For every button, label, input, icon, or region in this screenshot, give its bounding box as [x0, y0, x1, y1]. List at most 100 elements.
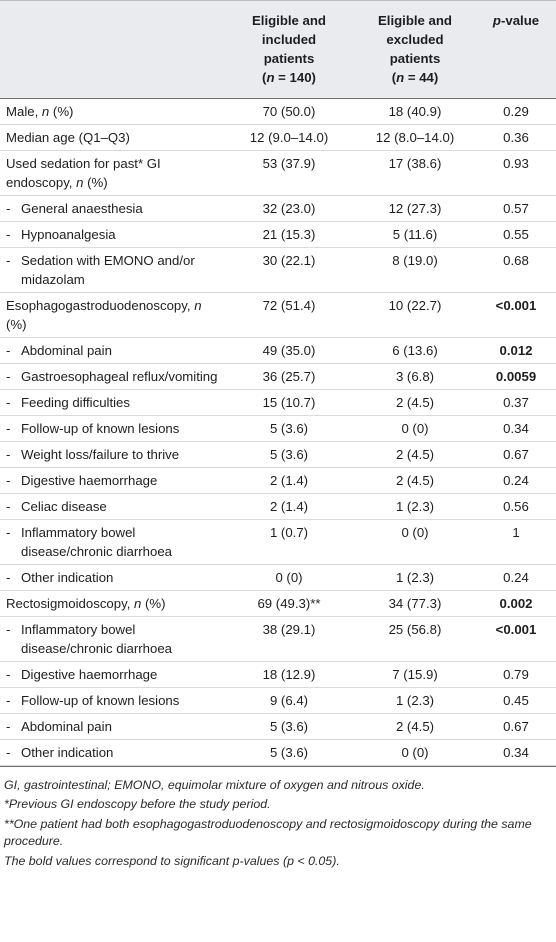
table-row: - Hypnoanalgesia 21 (15.3) 5 (11.6) 0.55 — [0, 221, 556, 248]
included-value: 32 (23.0) — [224, 195, 354, 222]
included-value: 12 (9.0–14.0) — [224, 124, 354, 151]
p-value: <0.001 — [476, 292, 556, 338]
included-value: 18 (12.9) — [224, 661, 354, 688]
excluded-value: 8 (19.0) — [354, 247, 476, 293]
excluded-value: 12 (8.0–14.0) — [354, 124, 476, 151]
included-value: 36 (25.7) — [224, 363, 354, 390]
included-value: 15 (10.7) — [224, 389, 354, 416]
category-label: Used sedation for past* GI endoscopy, n … — [0, 150, 224, 196]
header-line: Eligible and — [377, 13, 452, 28]
included-value: 69 (49.3)** — [224, 590, 354, 617]
excluded-value: 25 (56.8) — [354, 616, 476, 662]
table-row: - Other indication 5 (3.6) 0 (0) 0.34 — [0, 739, 556, 766]
table-row: Esophagogastroduodenoscopy, n (%) 72 (51.… — [0, 292, 556, 338]
column-header-2: Eligible and included patients (n = 140) — [224, 0, 354, 99]
p-value: 0.34 — [476, 415, 556, 442]
subcategory-label: - Gastroesophageal reflux/vomiting — [0, 363, 224, 390]
subcategory-label: - Hypnoanalgesia — [0, 221, 224, 248]
header-line: patients — [389, 51, 441, 66]
table-row: - Sedation with EMONO and/or midazolam 30 … — [0, 247, 556, 293]
header-sample-size: (n = 44) — [391, 70, 439, 85]
subcategory-label: - Abdominal pain — [0, 713, 224, 740]
excluded-value: 2 (4.5) — [354, 713, 476, 740]
p-value: 0.29 — [476, 98, 556, 125]
footnote: GI, gastrointestinal; EMONO, equimolar m… — [4, 778, 425, 792]
column-header-3: Eligible and excluded patients (n = 44) — [354, 0, 476, 99]
category-label: Rectosigmoidoscopy, n (%) — [0, 590, 224, 617]
header-line: p-value — [492, 13, 540, 28]
header-row: Eligible and included patients (n = 140) Eli… — [0, 0, 556, 99]
p-value: 0.24 — [476, 564, 556, 591]
category-label: Median age (Q1–Q3) — [0, 124, 224, 151]
p-value: 0.012 — [476, 337, 556, 364]
included-value: 2 (1.4) — [224, 493, 354, 520]
table-row: - Inflammatory bowel disease/chronic diar… — [0, 519, 556, 565]
table-row: - Digestive haemorrhage 18 (12.9) 7 (15.9) 0… — [0, 661, 556, 688]
subcategory-label: - Other indication — [0, 564, 224, 591]
excluded-value: 7 (15.9) — [354, 661, 476, 688]
column-header-1 — [0, 0, 224, 99]
table-row: Used sedation for past* GI endoscopy, n … — [0, 150, 556, 196]
p-value: 0.0059 — [476, 363, 556, 390]
p-value: 0.37 — [476, 389, 556, 416]
category-label: Male, n (%) — [0, 98, 224, 125]
table-row: - Other indication 0 (0) 1 (2.3) 0.24 — [0, 564, 556, 591]
included-value: 5 (3.6) — [224, 739, 354, 766]
footnote: The bold values correspond to significan… — [4, 853, 340, 868]
table-row: - Feeding difficulties 15 (10.7) 2 (4.5) 0.3… — [0, 389, 556, 416]
table-row: - Celiac disease 2 (1.4) 1 (2.3) 0.56 — [0, 493, 556, 520]
excluded-value: 5 (11.6) — [354, 221, 476, 248]
included-value: 5 (3.6) — [224, 415, 354, 442]
subcategory-label: - Celiac disease — [0, 493, 224, 520]
p-value: 0.93 — [476, 150, 556, 196]
excluded-value: 10 (22.7) — [354, 292, 476, 338]
subcategory-label: - Digestive haemorrhage — [0, 467, 224, 494]
footnote: **One patient had both esophagogastroduo… — [4, 816, 532, 849]
subcategory-label: - Other indication — [0, 739, 224, 766]
included-value: 5 (3.6) — [224, 713, 354, 740]
included-value: 21 (15.3) — [224, 221, 354, 248]
subcategory-label: - Feeding difficulties — [0, 389, 224, 416]
included-value: 30 (22.1) — [224, 247, 354, 293]
excluded-value: 2 (4.5) — [354, 389, 476, 416]
subcategory-label: - Weight loss/failure to thrive — [0, 441, 224, 468]
included-value: 9 (6.4) — [224, 687, 354, 714]
excluded-value: 1 (2.3) — [354, 687, 476, 714]
table-row: - General anaesthesia 32 (23.0) 12 (27.3) 0.… — [0, 195, 556, 222]
p-value: 0.56 — [476, 493, 556, 520]
excluded-value: 34 (77.3) — [354, 590, 476, 617]
included-value: 70 (50.0) — [224, 98, 354, 125]
table-row: - Inflammatory bowel disease/chronic diar… — [0, 616, 556, 662]
table-body: Male, n (%) 70 (50.0) 18 (40.9) 0.29 Median … — [0, 98, 556, 766]
excluded-value: 18 (40.9) — [354, 98, 476, 125]
subcategory-label: - Inflammatory bowel disease/chronic diar… — [0, 616, 224, 662]
subcategory-label: - Follow-up of known lesions — [0, 415, 224, 442]
category-label: Esophagogastroduodenoscopy, n (%) — [0, 292, 224, 338]
included-value: 49 (35.0) — [224, 337, 354, 364]
p-value: 0.55 — [476, 221, 556, 248]
header-line: excluded — [386, 32, 444, 47]
p-value: 1 — [476, 519, 556, 565]
included-value: 1 (0.7) — [224, 519, 354, 565]
comparison-table: Eligible and included patients (n = 140) Eli… — [0, 0, 556, 766]
header-line: patients — [263, 51, 315, 66]
included-value: 0 (0) — [224, 564, 354, 591]
subcategory-label: - General anaesthesia — [0, 195, 224, 222]
subcategory-label: - Abdominal pain — [0, 337, 224, 364]
excluded-value: 17 (38.6) — [354, 150, 476, 196]
p-value: 0.67 — [476, 713, 556, 740]
excluded-value: 1 (2.3) — [354, 493, 476, 520]
p-value: 0.24 — [476, 467, 556, 494]
table-row: - Follow-up of known lesions 5 (3.6) 0 (0) 0… — [0, 415, 556, 442]
p-value: 0.45 — [476, 687, 556, 714]
subcategory-label: - Sedation with EMONO and/or midazolam — [0, 247, 224, 293]
header-line: included — [261, 32, 317, 47]
excluded-value: 2 (4.5) — [354, 467, 476, 494]
header-sample-size: (n = 140) — [262, 70, 316, 85]
footnote: *Previous GI endoscopy before the study … — [4, 797, 271, 812]
excluded-value: 6 (13.6) — [354, 337, 476, 364]
excluded-value: 12 (27.3) — [354, 195, 476, 222]
excluded-value: 0 (0) — [354, 519, 476, 565]
table-row: Median age (Q1–Q3) 12 (9.0–14.0) 12 (8.0–1… — [0, 124, 556, 151]
subcategory-label: - Inflammatory bowel disease/chronic diar… — [0, 519, 224, 565]
